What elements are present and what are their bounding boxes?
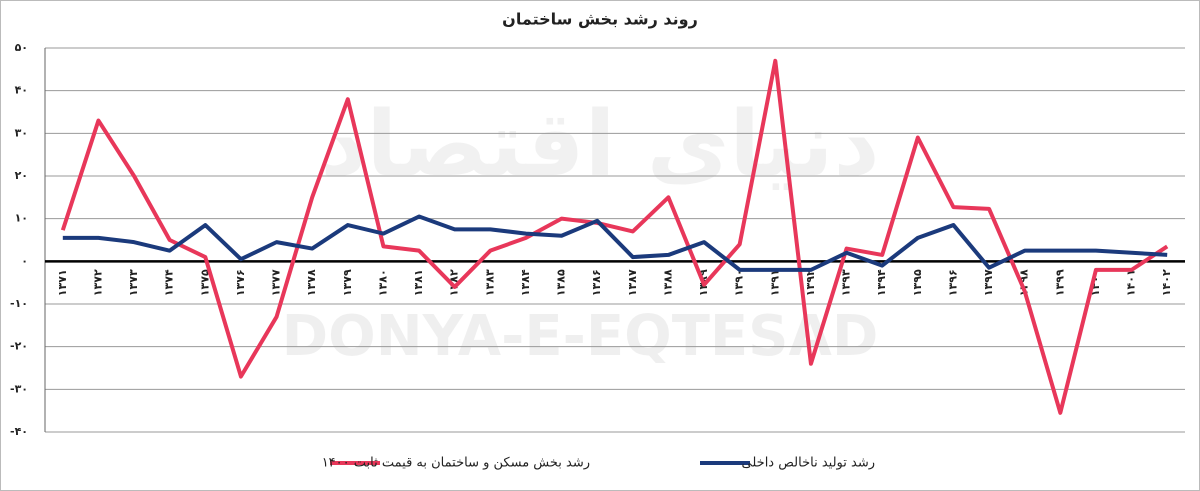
- x-tick-label: ۱۴۰۱: [1125, 269, 1138, 296]
- x-tick-label: ۱۳۷۸: [305, 269, 318, 296]
- x-tick-label: ۱۳۸۰: [376, 269, 389, 296]
- x-tick-label: ۱۳۹۸: [1018, 269, 1031, 296]
- x-tick-label: ۱۳۸۵: [555, 269, 568, 296]
- x-tick-label: ۱۳۸۲: [448, 269, 461, 296]
- x-tick-label: ۱۳۹۹: [1053, 269, 1066, 296]
- y-tick-label: -۴۰: [10, 425, 28, 438]
- x-tick-label: ۱۳۹۶: [946, 269, 959, 296]
- x-tick-label: ۱۳۹۵: [911, 269, 924, 296]
- legend-label: رشد تولید ناخالص داخلی: [742, 456, 875, 471]
- y-tick-label: ۳۰: [15, 126, 28, 139]
- x-tick-label: ۱۴۰۲: [1160, 269, 1173, 296]
- y-tick-label: ۲۰: [15, 169, 28, 182]
- x-tick-label: ۱۳۷۵: [198, 269, 211, 296]
- x-tick-label: ۱۳۹۱: [768, 269, 781, 296]
- series-line: [62, 214, 1168, 272]
- y-tick-label: ۴۰: [15, 84, 28, 97]
- x-tick-label: ۱۳۹۴: [875, 269, 888, 296]
- y-tick-label: ۵۰: [15, 41, 28, 54]
- x-tick-label: ۱۳۹۲: [804, 269, 817, 296]
- x-tick-label: ۱۳۸۴: [519, 269, 532, 296]
- watermark: DONYA-E-EQTESAD: [282, 304, 879, 369]
- x-tick-label: ۱۳۷۲: [91, 269, 104, 296]
- series-line: [60, 58, 1169, 415]
- x-tick-label: ۱۳۸۷: [626, 269, 639, 296]
- legend-label: رشد بخش مسکن و ساختمان به قیمت ثابت ۱۴۰۰: [322, 456, 590, 471]
- chart-title: روند رشد بخش ساختمان: [502, 10, 698, 29]
- x-tick-label: ۱۳۸۸: [661, 269, 674, 296]
- x-tick-label: ۱۳۷۹: [341, 269, 354, 296]
- x-tick-label: ۱۳۷۶: [234, 269, 247, 296]
- x-tick-label: ۱۳۷۷: [270, 269, 283, 296]
- watermark: دنیای اقتصاد: [320, 92, 880, 197]
- y-tick-label: -۱۰: [10, 297, 28, 310]
- y-tick-label: ۰: [21, 254, 28, 267]
- x-tick-label: ۱۳۷۴: [163, 269, 176, 296]
- x-tick-label: ۱۳۷۱: [56, 269, 69, 296]
- x-tick-label: ۱۳۹۷: [982, 269, 995, 296]
- x-tick-label: ۱۳۸۱: [412, 269, 425, 296]
- x-tick-label: ۱۳۸۶: [590, 269, 603, 296]
- x-tick-label: ۱۳۸۳: [483, 269, 496, 296]
- x-tick-label: ۱۳۹۳: [840, 269, 853, 296]
- y-tick-label: -۳۰: [10, 382, 28, 395]
- y-tick-label: -۲۰: [10, 340, 28, 353]
- x-tick-label: ۱۳۷۳: [127, 269, 140, 296]
- x-tick-label: ۱۳۹۰: [733, 269, 746, 296]
- y-tick-label: ۱۰: [15, 212, 28, 225]
